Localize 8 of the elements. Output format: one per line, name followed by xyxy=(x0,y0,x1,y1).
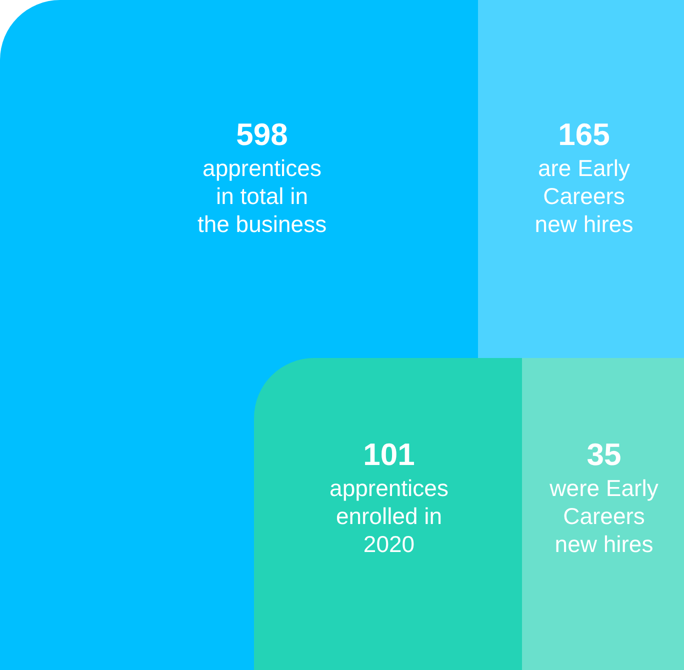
data-label: 35 xyxy=(586,437,622,472)
data-label: 165 xyxy=(558,117,610,152)
data-label: 101 xyxy=(363,437,415,472)
category-label: apprentices in total in the business xyxy=(197,155,327,237)
category-label: were Early Careers new hires xyxy=(548,475,659,557)
category-label: are Early Careers new hires xyxy=(534,155,634,237)
data-label: 598 xyxy=(236,117,288,152)
category-label: apprentices enrolled in 2020 xyxy=(330,475,448,557)
